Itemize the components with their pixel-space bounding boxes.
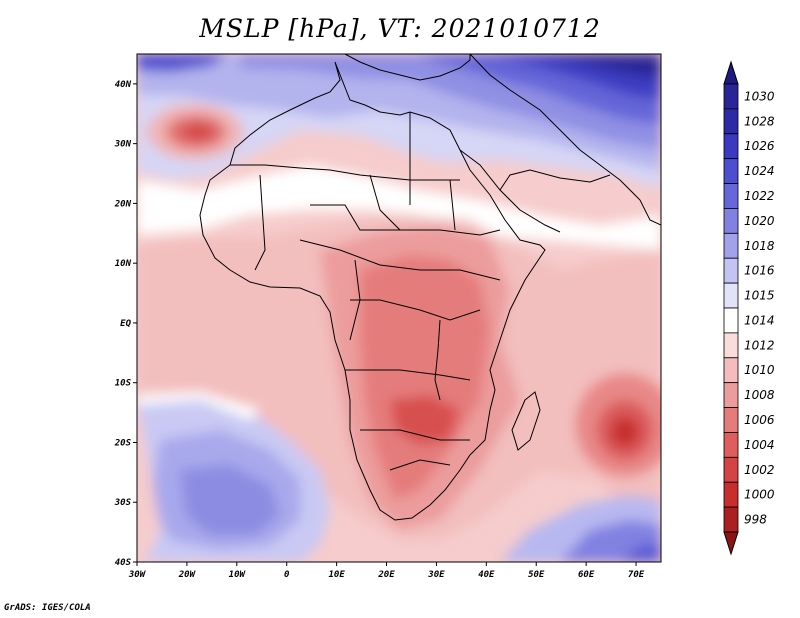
colorbar-label: 1002 — [744, 463, 775, 477]
grads-credit: GrADS: IGES/COLA — [4, 603, 91, 613]
colorbar-label: 1030 — [744, 89, 775, 103]
colorbar-swatch — [723, 382, 739, 408]
colorbar-label: 1026 — [744, 139, 775, 153]
lon-tick-label: 40E — [478, 570, 495, 580]
colorbar-bottom-arrow — [723, 531, 739, 556]
pressure-field — [137, 54, 661, 562]
lon-tick-label: 50E — [528, 570, 545, 580]
colorbar: 1030 1028 1026 1024 1022 1020 1018 1016 1015 1014… — [723, 60, 775, 556]
lon-tick-label: 0 — [284, 570, 290, 580]
colorbar-swatch — [723, 108, 739, 135]
lat-tick-label: EQ — [120, 319, 131, 329]
colorbar-label: 1024 — [744, 164, 775, 178]
colorbar-label: 1020 — [744, 214, 775, 228]
colorbar-swatch — [723, 257, 739, 284]
colorbar-label: 1016 — [744, 264, 775, 278]
longitude-axis: 30W 20W 10W 0 10E 20E 30E 40E 50E 60E 70E — [128, 562, 645, 580]
colorbar-label: 1012 — [744, 338, 775, 352]
colorbar-swatch — [723, 232, 739, 259]
lat-tick-label: 10N — [115, 259, 132, 269]
latitude-axis: 40N 30N 20N 10N EQ 10S 20S 30S 40S — [114, 80, 137, 568]
lat-tick-label: 40S — [115, 558, 132, 568]
map-frame — [136, 53, 662, 563]
lat-tick-label: 30S — [114, 498, 132, 508]
lat-tick-label: 20N — [114, 199, 132, 209]
lon-tick-label: 60E — [578, 570, 595, 580]
colorbar-label: 1004 — [744, 438, 775, 452]
colorbar-swatch — [723, 208, 739, 234]
colorbar-label: 1008 — [744, 388, 775, 402]
colorbar-swatch — [723, 183, 739, 209]
colorbar-swatch — [723, 481, 739, 508]
colorbar-swatch — [723, 307, 739, 334]
lon-tick-label: 30W — [128, 570, 147, 580]
colorbar-swatch — [723, 282, 739, 309]
colorbar-swatch — [723, 506, 739, 533]
colorbar-swatch — [723, 407, 739, 433]
colorbar-label: 1000 — [744, 488, 775, 502]
colorbar-top-arrow — [723, 60, 739, 85]
lon-tick-label: 30E — [427, 570, 445, 580]
lat-tick-label: 40N — [115, 80, 132, 90]
colorbar-label: 1018 — [744, 239, 775, 253]
lat-tick-label: 10S — [115, 379, 132, 389]
colorbar-swatch — [723, 432, 739, 458]
coastlines — [199, 54, 661, 521]
colorbar-swatch — [723, 83, 739, 110]
lon-tick-label: 10W — [229, 570, 247, 580]
colorbar-label: 1006 — [744, 413, 775, 427]
colorbar-swatch — [723, 357, 739, 384]
lat-tick-label: 30N — [114, 140, 132, 150]
lon-tick-label: 20E — [377, 570, 395, 580]
map-title: MSLP [hPa], VT: 2021010712 — [199, 14, 601, 43]
colorbar-swatch — [723, 332, 739, 359]
lon-tick-label: 20W — [178, 570, 197, 580]
colorbar-label: 998 — [744, 513, 767, 527]
colorbar-swatch — [723, 456, 739, 483]
colorbar-swatch — [723, 133, 739, 160]
colorbar-label: 1015 — [744, 289, 775, 303]
colorbar-swatch — [723, 158, 739, 184]
colorbar-label: 1022 — [744, 189, 775, 203]
lon-tick-label: 10E — [328, 570, 345, 580]
colorbar-label: 1028 — [744, 114, 775, 128]
colorbar-label: 1010 — [744, 363, 775, 377]
colorbar-label: 1014 — [744, 313, 775, 327]
lon-tick-label: 70E — [628, 570, 645, 580]
lat-tick-label: 20S — [114, 438, 132, 448]
